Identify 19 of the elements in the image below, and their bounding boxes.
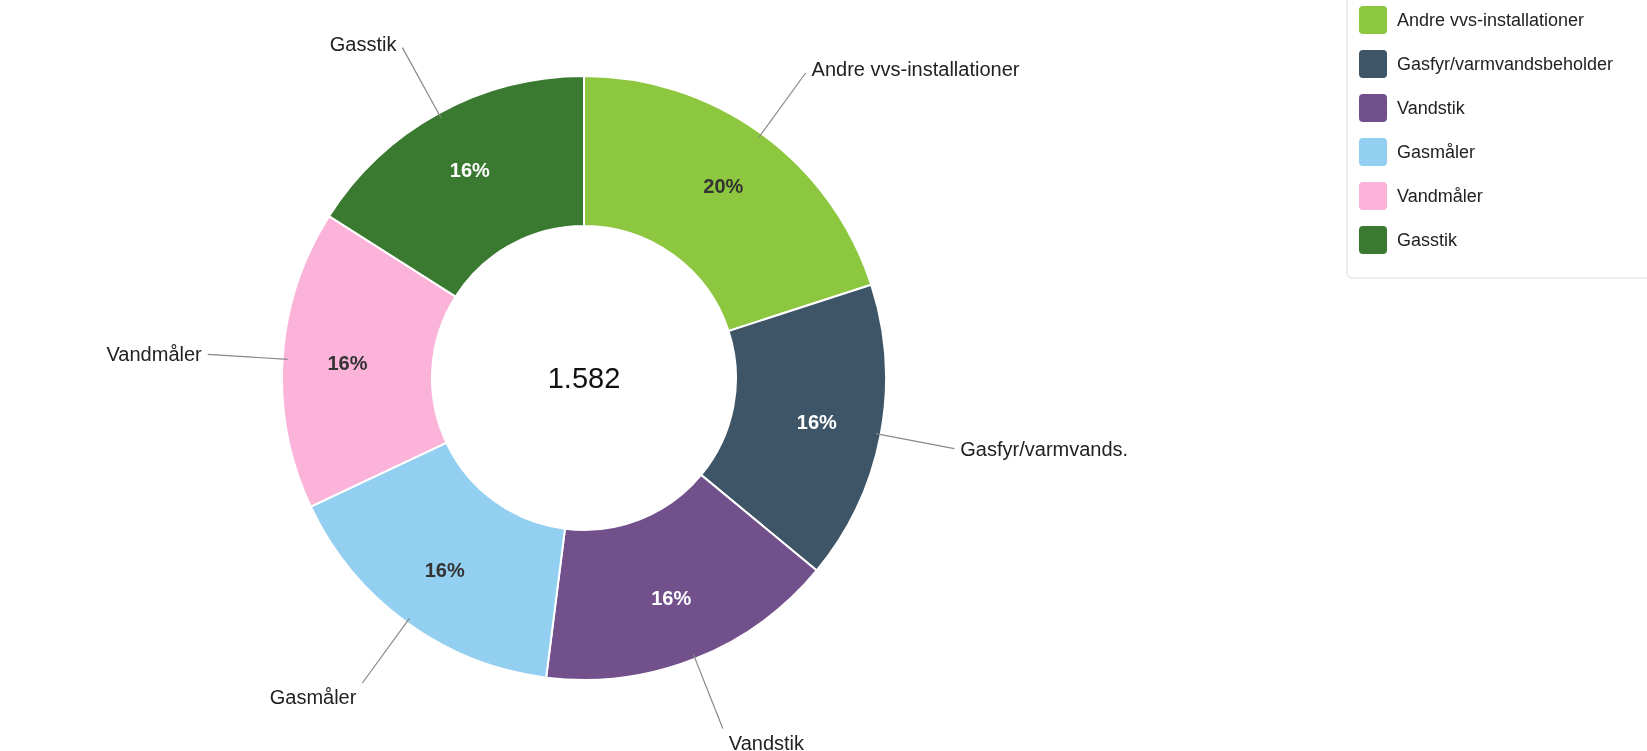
text: Andre vvs-installationer	[811, 58, 1020, 80]
data-label: 16%	[424, 558, 465, 581]
text: Vandstik	[728, 731, 806, 751]
data-label: 16%	[796, 411, 838, 434]
data-label: 16%	[327, 352, 368, 375]
data-label: 16%	[651, 587, 692, 610]
legend-label: Andre vvs-installationer	[1397, 10, 1585, 30]
legend-label: Gasstik	[1397, 230, 1459, 250]
text: Gasfyr/varmvands.	[960, 437, 1129, 460]
data-label: 16%	[449, 159, 491, 182]
text: Gasstik	[329, 32, 398, 55]
text: Gasmåler	[269, 686, 357, 708]
legend-label: Gasfyr/varmvandsbeholder	[1397, 54, 1614, 74]
text: 1.582	[547, 362, 621, 394]
legend-label: Vandstik	[1397, 98, 1466, 118]
text: Vandmåler	[106, 343, 203, 366]
legend-label: Gasmåler	[1397, 142, 1476, 162]
data-label: 20%	[703, 175, 744, 198]
legend-label: Vandmåler	[1397, 186, 1483, 206]
